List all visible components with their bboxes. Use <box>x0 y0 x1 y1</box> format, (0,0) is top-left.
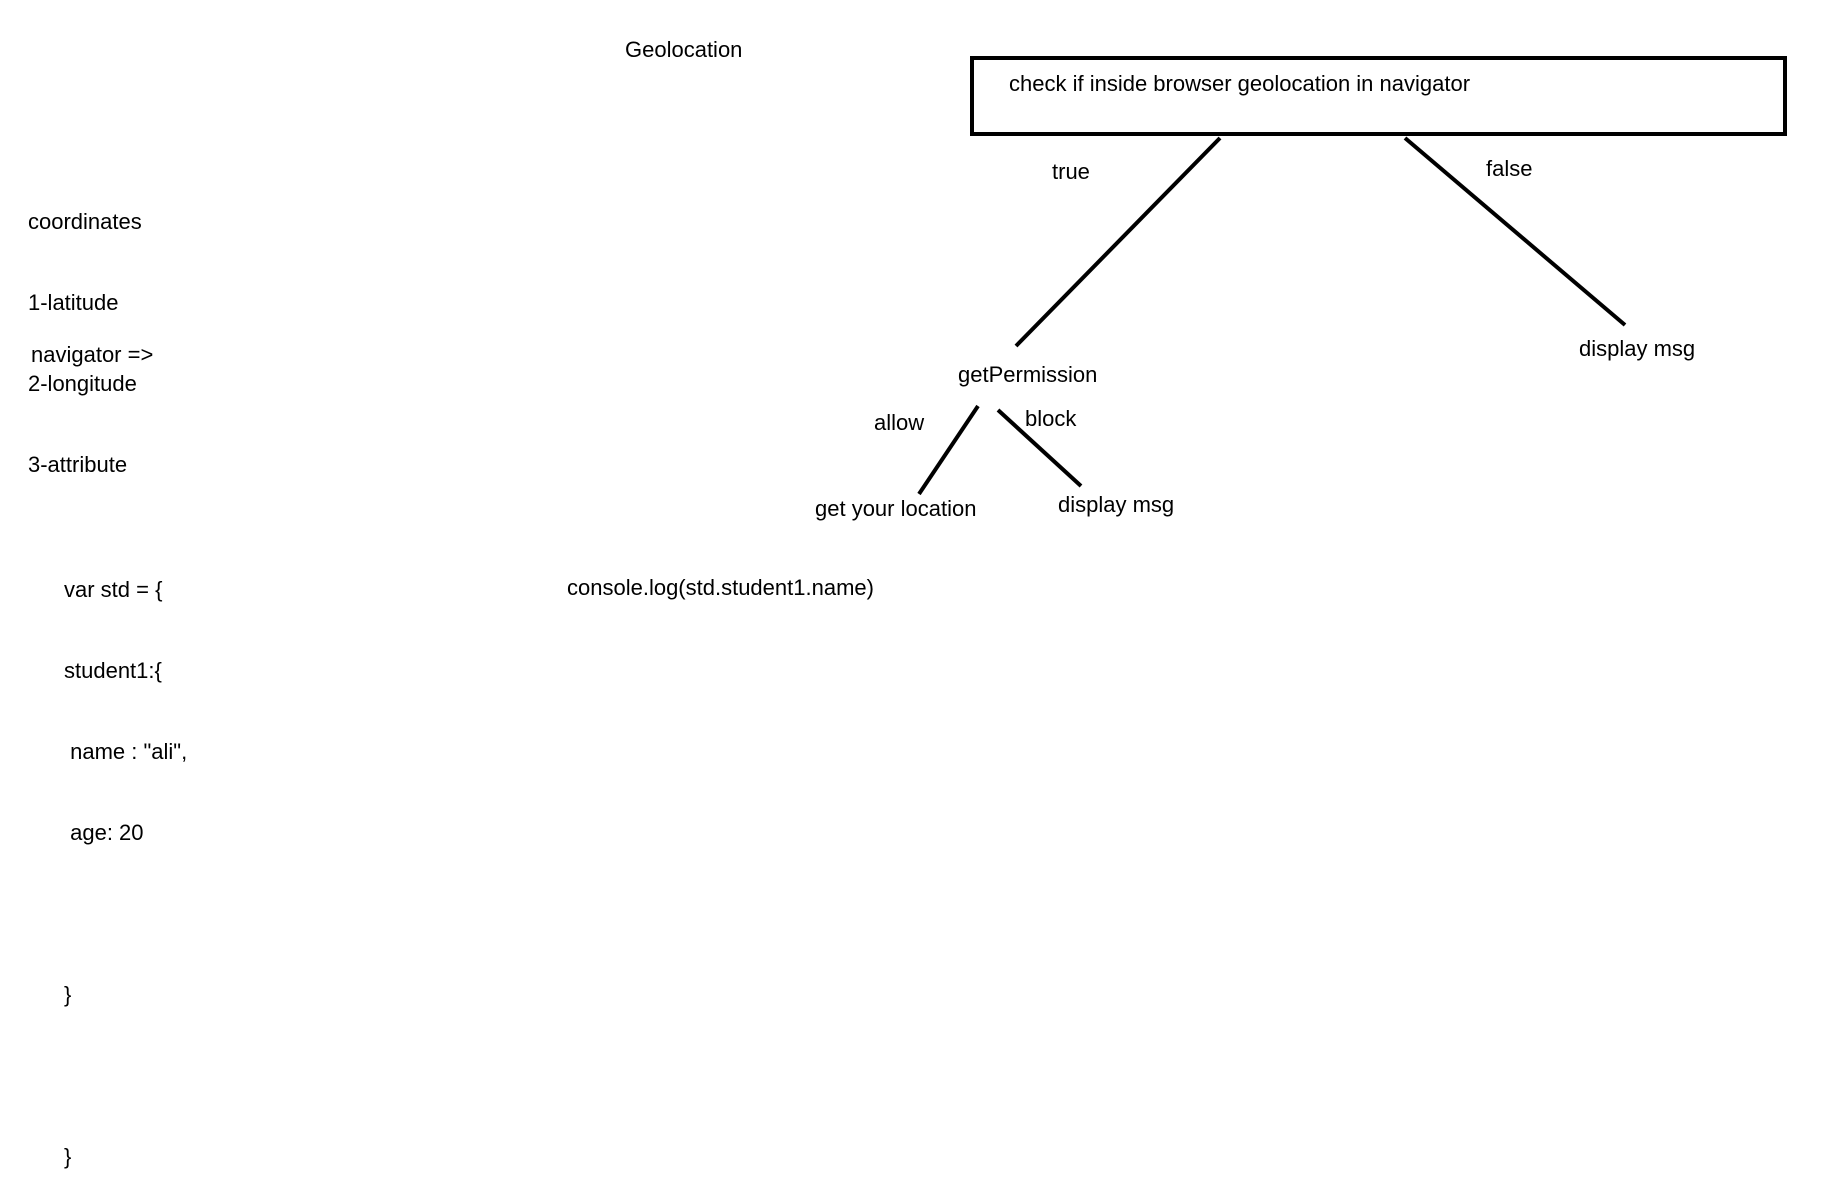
code-line <box>64 1062 187 1089</box>
navigator-note: navigator => <box>31 342 154 367</box>
page-title: Geolocation <box>625 37 743 62</box>
false-display-msg-node: display msg <box>1579 336 1696 361</box>
flowchart-root-box <box>970 56 1787 136</box>
code-line: age: 20 <box>64 820 144 845</box>
false-branch-label: false <box>1486 156 1533 181</box>
coordinates-item-longitude: 2-longitude <box>28 371 137 396</box>
block-branch-label: block <box>1025 406 1077 431</box>
coordinates-notes: coordinates 1-latitude 2-longitude 3-att… <box>28 154 142 505</box>
code-line: } <box>64 982 72 1007</box>
get-your-location-node: get your location <box>815 496 977 521</box>
flowchart-connectors <box>917 136 1627 496</box>
code-line <box>64 900 187 927</box>
allow-branch-label: allow <box>874 410 925 435</box>
code-line: } <box>64 1144 72 1169</box>
flowchart-root-label: check if inside browser geolocation in n… <box>1009 71 1471 96</box>
get-permission-node: getPermission <box>958 362 1098 387</box>
true-branch-line <box>1014 136 1222 348</box>
coordinates-heading: coordinates <box>28 209 142 234</box>
coordinates-item-attribute: 3-attribute <box>28 452 128 477</box>
false-branch-line <box>1403 136 1627 327</box>
console-log-line: console.log(std.student1.name) <box>567 575 874 600</box>
code-block: var std = { student1:{ name : "ali", age… <box>64 522 187 1197</box>
allow-branch-line <box>917 404 980 496</box>
true-branch-label: true <box>1052 159 1090 184</box>
code-line: var std = { <box>64 577 163 602</box>
code-line: student1:{ <box>64 658 162 683</box>
coordinates-item-latitude: 1-latitude <box>28 290 119 315</box>
block-branch-line <box>996 408 1083 488</box>
block-display-msg-node: display msg <box>1058 492 1175 517</box>
code-line: name : "ali", <box>64 739 188 764</box>
